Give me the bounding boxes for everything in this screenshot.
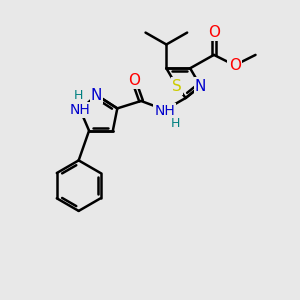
Text: NH: NH <box>70 103 91 117</box>
Text: NH: NH <box>154 104 175 118</box>
Text: H: H <box>171 117 180 130</box>
Text: N: N <box>195 79 206 94</box>
Text: H: H <box>74 88 83 101</box>
Text: O: O <box>208 25 220 40</box>
Text: O: O <box>128 73 140 88</box>
Text: N: N <box>91 88 102 103</box>
Text: S: S <box>172 79 182 94</box>
Text: O: O <box>229 58 241 73</box>
